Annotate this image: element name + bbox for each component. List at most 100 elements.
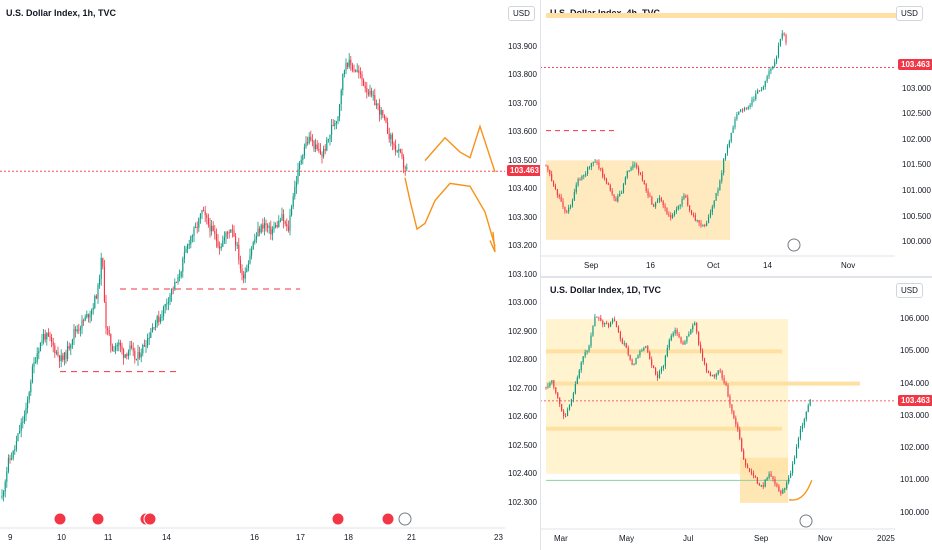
candle-body <box>158 316 160 322</box>
currency-button[interactable]: USD <box>896 6 923 21</box>
x-tick-label: 14 <box>763 261 772 270</box>
candle-body <box>110 334 112 346</box>
candle-body <box>307 142 309 144</box>
candle-body <box>355 70 357 72</box>
candle-body <box>784 487 786 490</box>
candle-body <box>300 159 302 164</box>
x-tick-label: Mar <box>554 534 568 543</box>
candle-body <box>631 359 633 365</box>
candle-body <box>690 210 693 215</box>
candle-body <box>383 115 385 119</box>
candle-body <box>199 213 201 219</box>
candle-body <box>193 227 195 236</box>
candle-body <box>713 200 715 207</box>
plot-area-1h[interactable] <box>0 0 540 550</box>
candle-body <box>230 229 232 233</box>
candle-body <box>179 276 181 278</box>
candle-body <box>316 144 318 149</box>
candle-body <box>666 208 668 215</box>
candle-body <box>366 88 368 93</box>
candle-body <box>583 175 585 177</box>
candle-body <box>757 90 759 94</box>
y-tick-label: 100.000 <box>902 237 931 247</box>
y-tick-label: 106.000 <box>900 314 929 324</box>
candle-body <box>679 204 681 207</box>
candle-body <box>713 374 715 377</box>
pane-divider[interactable] <box>540 0 541 550</box>
candle-body <box>76 329 78 332</box>
pane-divider-horizontal[interactable] <box>540 276 932 278</box>
candle-body <box>326 139 328 151</box>
candle-body <box>97 284 99 299</box>
candle-body <box>743 450 745 460</box>
currency-button[interactable]: USD <box>896 283 923 298</box>
candle-body <box>783 33 785 35</box>
candles-group <box>545 313 811 496</box>
candle-body <box>694 215 696 221</box>
candle-body <box>781 33 783 39</box>
candle-body <box>680 337 682 343</box>
candle-body <box>390 134 392 140</box>
y-tick-label: 101.000 <box>902 186 931 196</box>
candle-body <box>619 331 621 339</box>
y-tick-label: 101.000 <box>900 475 929 485</box>
candle-body <box>329 134 331 139</box>
y-tick-label: 103.900 <box>508 41 537 51</box>
candle-body <box>745 459 747 466</box>
candle-body <box>758 483 760 486</box>
candle-body <box>793 458 796 465</box>
candle-body <box>99 278 101 285</box>
candle-body <box>201 210 203 214</box>
candle-body <box>632 164 634 168</box>
candle-body <box>791 464 794 474</box>
candle-body <box>596 161 598 163</box>
plot-area-4h[interactable] <box>540 0 932 275</box>
x-tick-label: 14 <box>162 533 171 542</box>
candle-body <box>22 421 24 423</box>
candle-body <box>220 246 222 249</box>
candle-body <box>643 180 645 184</box>
candle-body <box>662 366 665 369</box>
candle-body <box>211 225 213 232</box>
currency-button[interactable]: USD <box>508 6 535 21</box>
candle-body <box>709 212 711 217</box>
candle-body <box>611 319 614 323</box>
chart-pane-4h[interactable]: U.S. Dollar Index, 4h, TVC 103.000102.50… <box>540 0 932 275</box>
candle-body <box>105 301 107 329</box>
candle-body <box>222 240 224 247</box>
candle-body <box>236 244 238 246</box>
plot-area-1d[interactable] <box>540 279 932 550</box>
candle-body <box>568 405 571 410</box>
candle-body <box>361 74 363 80</box>
candle-body <box>656 200 659 203</box>
chart-pane-1h[interactable]: U.S. Dollar Index, 1h, TVC 103.900 103.80… <box>0 0 540 550</box>
current-price-tag: 103.463 <box>898 394 932 406</box>
candle-body <box>564 206 566 212</box>
candle-body <box>556 189 558 196</box>
candle-body <box>204 211 206 216</box>
candle-body <box>359 72 361 75</box>
candle-body <box>551 174 553 182</box>
candle-body <box>113 350 115 352</box>
candle-body <box>707 370 710 373</box>
candle-body <box>30 382 32 393</box>
candle-body <box>244 272 246 279</box>
candle-body <box>723 378 725 383</box>
chart-pane-1d[interactable]: U.S. Dollar Index, 1D, TVC 106.000 105.00… <box>540 279 932 550</box>
candle-body <box>387 122 389 134</box>
candle-body <box>35 362 37 364</box>
y-tick-label: 103.600 <box>508 127 537 137</box>
candle-body <box>233 230 235 237</box>
y-tick-label: 103.200 <box>508 241 537 251</box>
candle-body <box>396 150 398 152</box>
candle-body <box>371 90 373 96</box>
candle-body <box>602 169 604 177</box>
candle-body <box>777 45 780 57</box>
candle-body <box>545 165 547 167</box>
candle-body <box>566 211 568 213</box>
candle-body <box>762 485 764 487</box>
candle-body <box>134 350 136 360</box>
candle-body <box>339 104 341 117</box>
candle-body <box>678 334 680 338</box>
candle-body <box>676 329 678 335</box>
